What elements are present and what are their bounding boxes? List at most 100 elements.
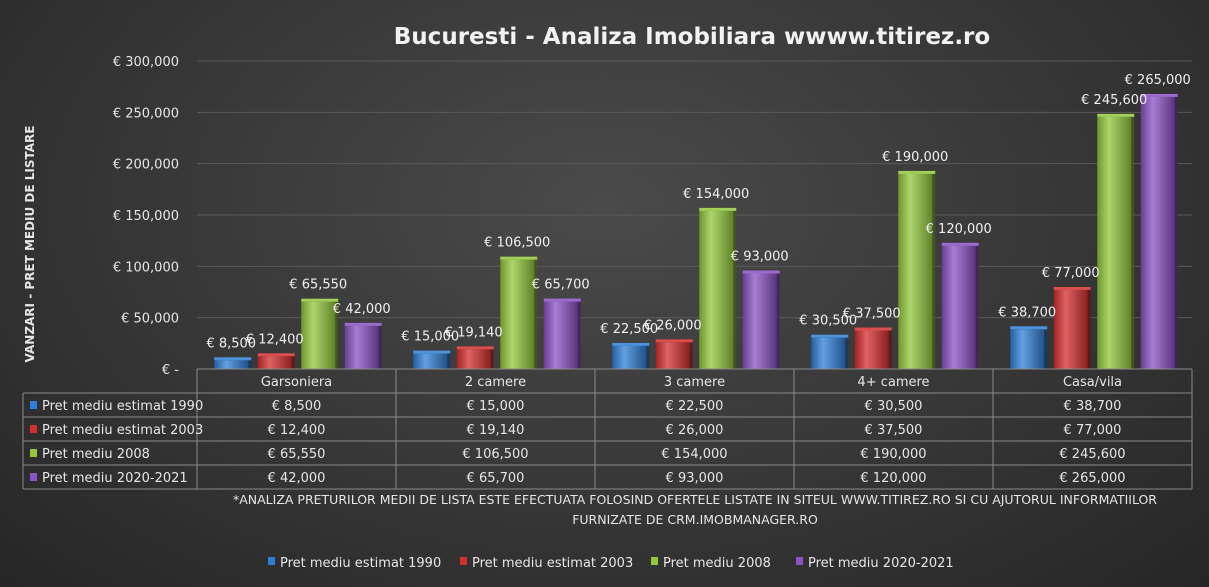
data-label: € 190,000: [882, 150, 948, 165]
table-cell: € 37,500: [865, 423, 923, 438]
legend-entry: Pret mediu 2020-2021: [808, 556, 954, 571]
data-label: € 154,000: [683, 187, 749, 202]
legend-entry: Pret mediu estimat 2003: [472, 556, 633, 571]
bar-top: [1053, 286, 1091, 290]
bar-top: [898, 170, 936, 174]
gridlines: [197, 60, 1192, 319]
series-key: [30, 449, 37, 457]
category-label: Garsoniera: [261, 375, 332, 390]
legend-key: [268, 557, 275, 565]
table-cell: € 8,500: [272, 399, 322, 414]
y-tick-label: € 100,000: [113, 260, 179, 275]
bar-top: [854, 327, 892, 331]
bar: [1140, 96, 1175, 369]
y-axis-label: VANZARI - PRET MEDIU DE LISTARE: [23, 126, 37, 363]
y-tick-label: € 150,000: [113, 209, 179, 224]
table-cell: € 38,700: [1064, 399, 1122, 414]
data-table: Garsoniera 2 camere 3 camere 4+ camere Casa/…: [22, 368, 1193, 490]
footnote-line: FURNIZATE DE CRM.IMOBMANAGER.RO: [572, 512, 818, 527]
bar: [413, 353, 448, 369]
bar: [500, 259, 535, 369]
bar: [699, 210, 734, 369]
category-label: 2 camere: [465, 375, 526, 390]
y-tick-label: € 250,000: [113, 106, 179, 121]
bar: [456, 349, 491, 369]
bar-top: [742, 270, 780, 274]
data-label: € 77,000: [1042, 266, 1100, 281]
data-label: € 37,500: [843, 307, 901, 322]
chart-title: Bucuresti - Analiza Imobiliara wwww.titi…: [394, 24, 990, 50]
bar: [655, 342, 690, 369]
table-cell: € 12,400: [268, 423, 326, 438]
bar: [854, 330, 889, 369]
series-key: [30, 401, 37, 409]
category-label: Casa/vila: [1063, 375, 1122, 390]
table-cell: € 265,000: [1059, 471, 1125, 486]
table-cell: € 65,550: [268, 447, 326, 462]
bar-top: [941, 242, 979, 246]
footnote-line: *ANALIZA PRETURILOR MEDII DE LISTA ESTE …: [233, 492, 1157, 507]
bar-top: [1140, 93, 1178, 97]
bar: [214, 360, 249, 369]
table-cell: € 77,000: [1064, 423, 1122, 438]
series-key: [30, 473, 37, 481]
bar-top: [699, 207, 737, 211]
bar-top: [413, 350, 451, 354]
bar-top: [1010, 326, 1048, 330]
bar: [742, 273, 777, 369]
y-tick-label: € -: [162, 363, 179, 378]
table-cell: € 26,000: [666, 423, 724, 438]
bar-top: [214, 357, 252, 361]
bar-top: [257, 353, 295, 357]
bar: [612, 345, 647, 369]
table-cell: € 190,000: [860, 447, 926, 462]
table-cell: € 42,000: [268, 471, 326, 486]
bar: [811, 337, 846, 369]
bar: [1097, 116, 1132, 369]
data-label: € 15,000: [401, 330, 459, 345]
legend-key: [796, 557, 803, 565]
bar: [1010, 329, 1045, 369]
bar-top: [456, 346, 494, 350]
bar-top: [301, 298, 339, 302]
legend-entry: Pret mediu 2008: [663, 556, 771, 571]
y-tick-label: € 300,000: [113, 55, 179, 70]
legend: Pret mediu estimat 1990 Pret mediu estima…: [268, 556, 954, 571]
category-label: 3 camere: [664, 375, 725, 390]
data-label: € 65,550: [289, 278, 347, 293]
series-name: Pret mediu estimat 2003: [42, 423, 203, 438]
table-cell: € 22,500: [666, 399, 724, 414]
data-label: € 30,500: [799, 314, 857, 329]
y-tick-label: € 50,000: [121, 312, 179, 327]
data-label: € 12,400: [246, 332, 304, 347]
data-label: € 19,140: [445, 325, 503, 340]
series-name: Pret mediu 2020-2021: [42, 471, 188, 486]
data-labels: € 8,500€ 12,400€ 65,550€ 42,000€ 15,000€…: [206, 73, 1190, 351]
table-cell: € 245,600: [1059, 447, 1125, 462]
category-label: 4+ camere: [857, 375, 929, 390]
legend-key: [651, 557, 658, 565]
bars: [214, 93, 1178, 369]
legend-key: [460, 557, 467, 565]
bar-top: [655, 339, 693, 343]
table-cell: € 93,000: [666, 471, 724, 486]
legend-entry: Pret mediu estimat 1990: [280, 556, 441, 571]
data-label: € 245,600: [1081, 93, 1147, 108]
data-label: € 265,000: [1125, 73, 1191, 88]
data-label: € 26,000: [644, 318, 702, 333]
data-label: € 38,700: [998, 305, 1056, 320]
table-cell: € 15,000: [467, 399, 525, 414]
series-name: Pret mediu estimat 1990: [42, 399, 203, 414]
bar: [543, 301, 578, 369]
bar: [257, 356, 292, 369]
table-cell: € 106,500: [462, 447, 528, 462]
bar-top: [1097, 113, 1135, 117]
bar: [898, 173, 933, 369]
bar-top: [344, 322, 382, 326]
data-label: € 120,000: [926, 222, 992, 237]
bar: [301, 301, 336, 369]
y-tick-label: € 200,000: [113, 158, 179, 173]
y-axis-ticks: € - € 50,000 € 100,000 € 150,000 € 200,000 € …: [113, 55, 179, 378]
bar: [941, 245, 976, 369]
